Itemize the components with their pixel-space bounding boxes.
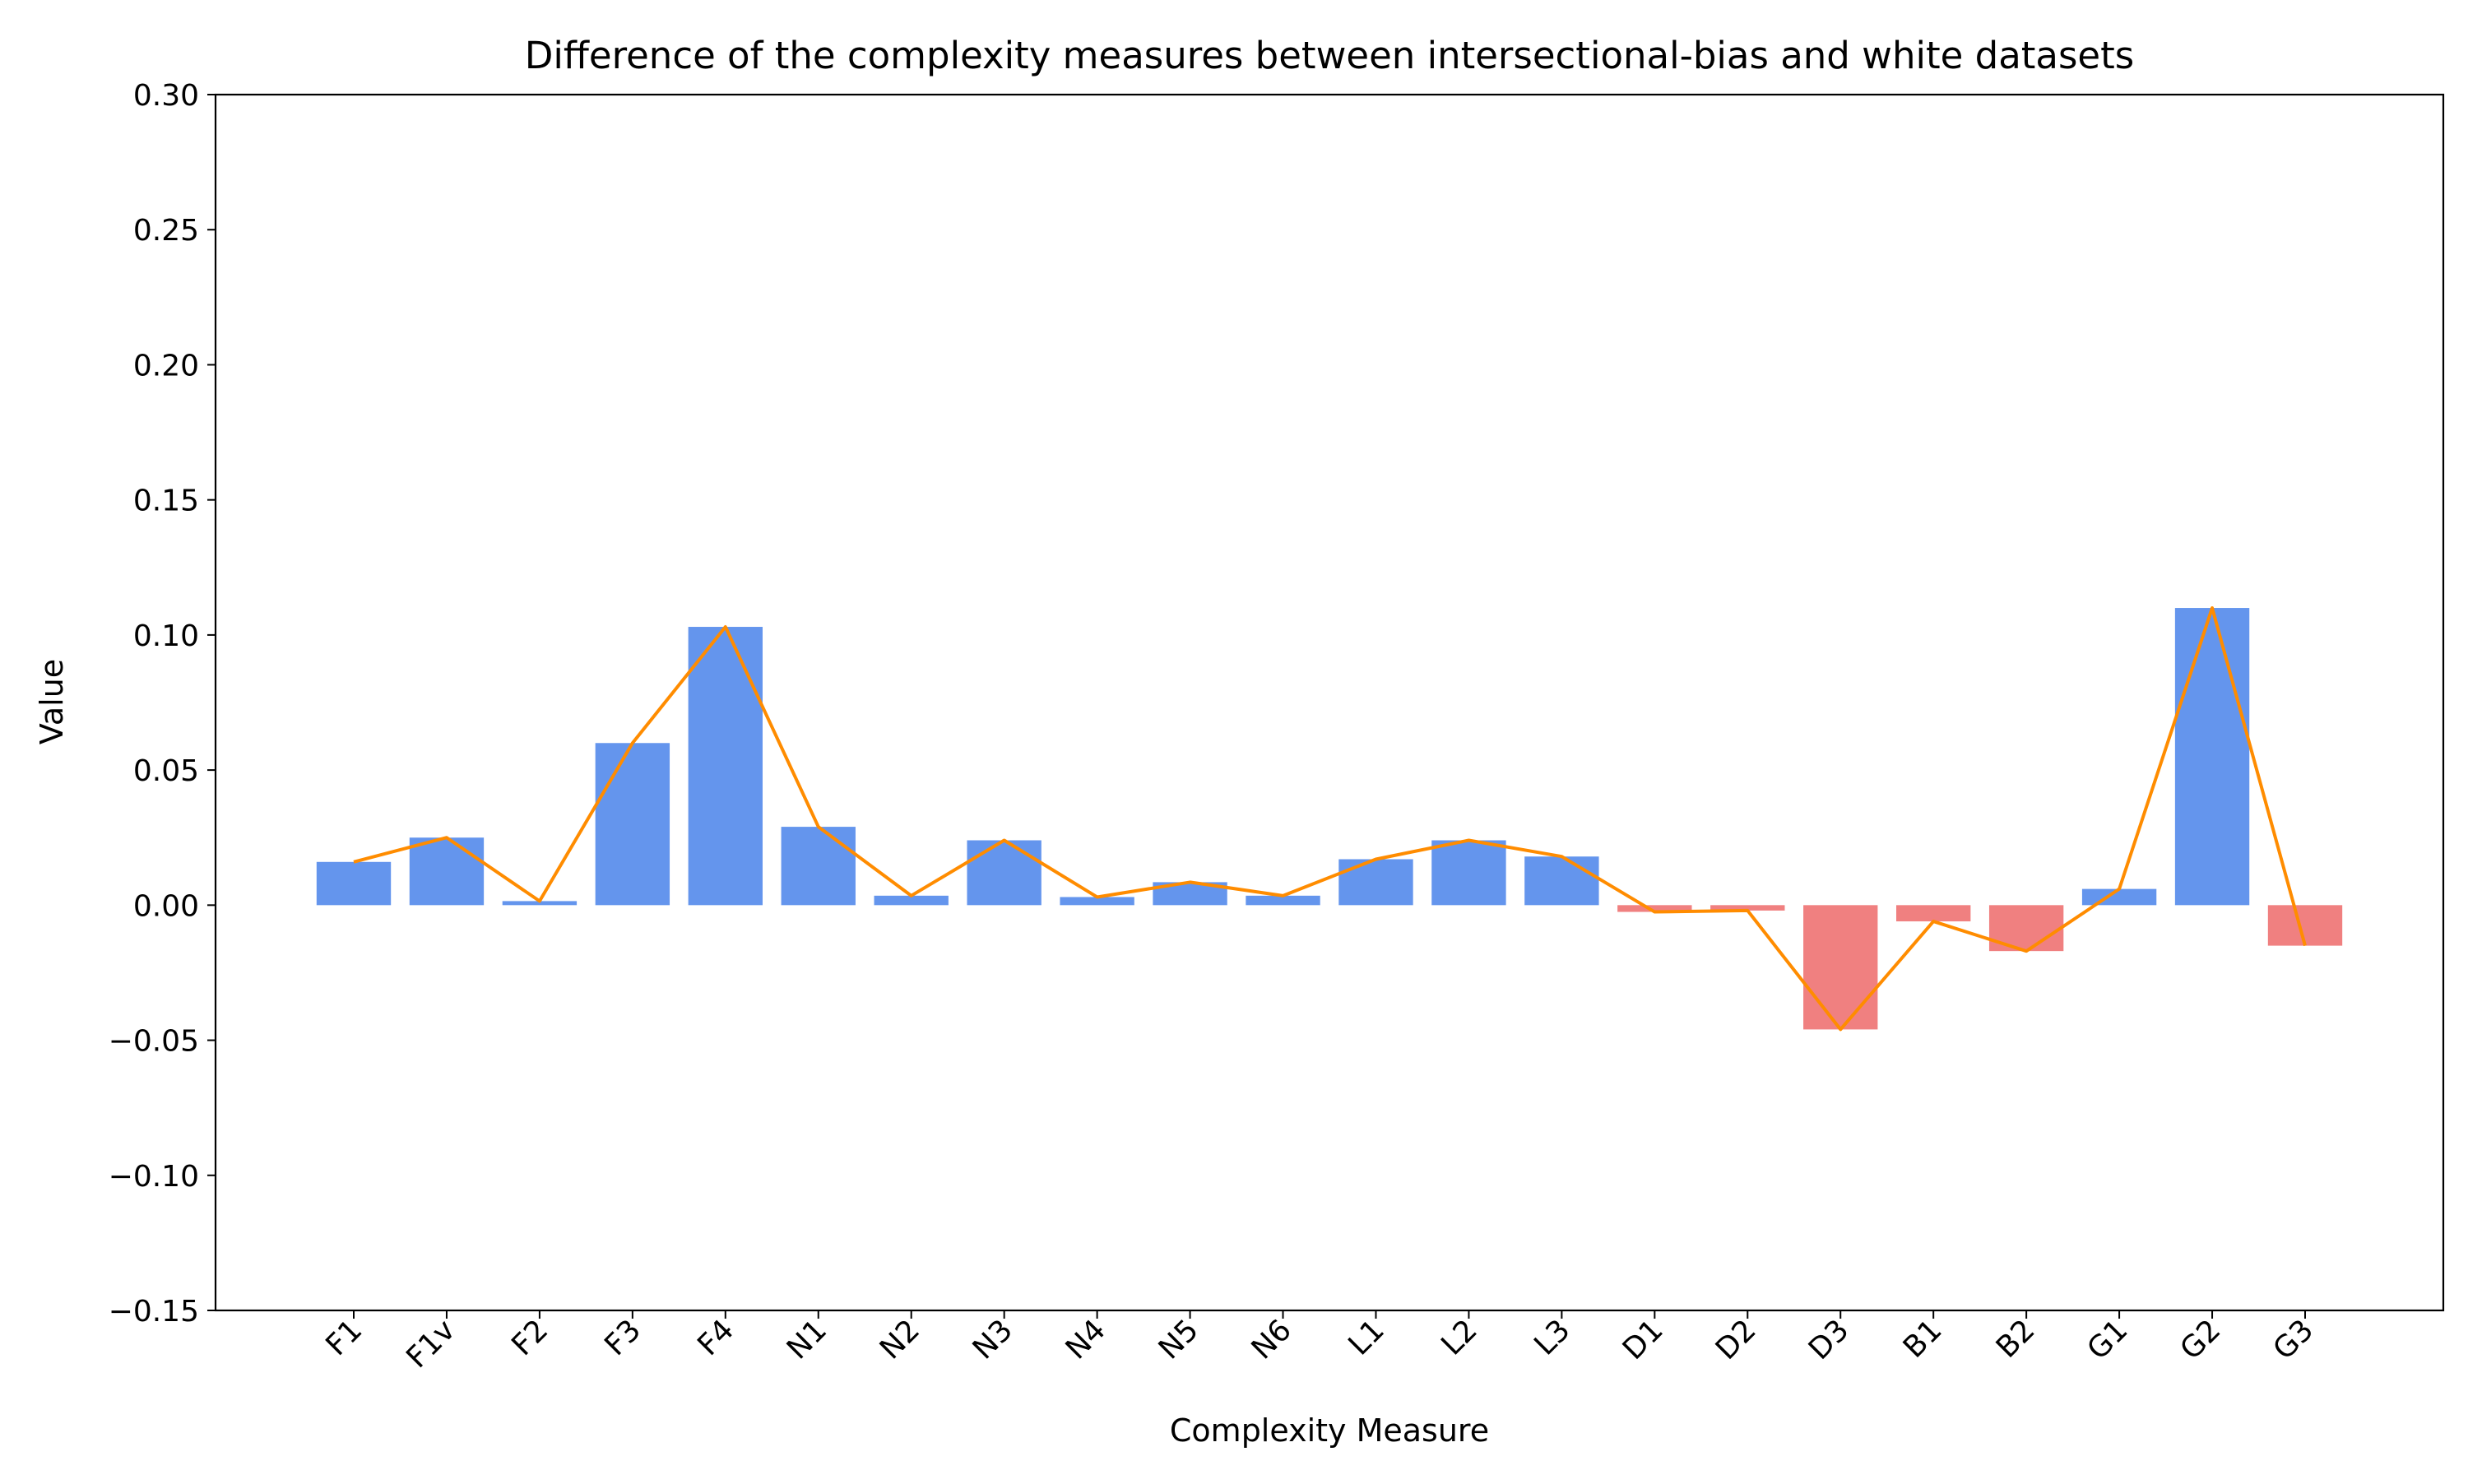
y-tick-label: 0.05 — [133, 754, 199, 788]
line-layer — [353, 606, 2307, 1032]
bar-g3 — [2267, 905, 2343, 946]
y-tick-label: 0.10 — [133, 619, 199, 653]
bar-f4 — [688, 627, 763, 906]
bar-g2 — [2174, 608, 2250, 906]
y-tick-label: 0.30 — [133, 79, 199, 113]
x-axis-label: Complexity Measure — [1170, 1412, 1489, 1449]
bar-f3 — [595, 743, 670, 906]
bar-b1 — [1896, 905, 1971, 922]
bar-n2 — [874, 895, 949, 906]
bar-f1v — [409, 837, 485, 906]
bar-n6 — [1246, 895, 1320, 906]
y-tick-label: 0.25 — [133, 214, 199, 248]
bar-n3 — [967, 840, 1041, 906]
bar-g1 — [2081, 888, 2157, 906]
y-axis-label: Value — [34, 659, 70, 744]
y-tick-label: −0.15 — [109, 1295, 199, 1329]
bar-l3 — [1524, 856, 1599, 906]
bar-d2 — [1710, 905, 1785, 911]
y-tick-label: −0.05 — [109, 1025, 199, 1059]
chart-title: Difference of the complexity measures be… — [525, 34, 2134, 77]
bar-f2 — [502, 901, 578, 906]
bar-l2 — [1431, 840, 1506, 906]
plot-frame — [214, 93, 2445, 1312]
bar-l1 — [1338, 859, 1413, 906]
y-axis: −0.15 −0.10 −0.05 0.00 0.05 0.10 0.15 0.20 0.25 0… — [109, 79, 216, 1329]
trend-line — [353, 606, 2307, 1032]
y-tick-label: 0.15 — [133, 485, 199, 518]
bars-layer — [316, 608, 2343, 1030]
y-tick-label: −0.10 — [109, 1160, 199, 1194]
bar-d1 — [1617, 905, 1692, 912]
bar-n1 — [781, 827, 856, 906]
bar-f1 — [316, 861, 392, 906]
y-tick-label: 0.20 — [133, 349, 199, 383]
y-tick-label: 0.00 — [133, 889, 199, 923]
bar-d3 — [1803, 905, 1878, 1030]
bar-n4 — [1060, 897, 1134, 906]
